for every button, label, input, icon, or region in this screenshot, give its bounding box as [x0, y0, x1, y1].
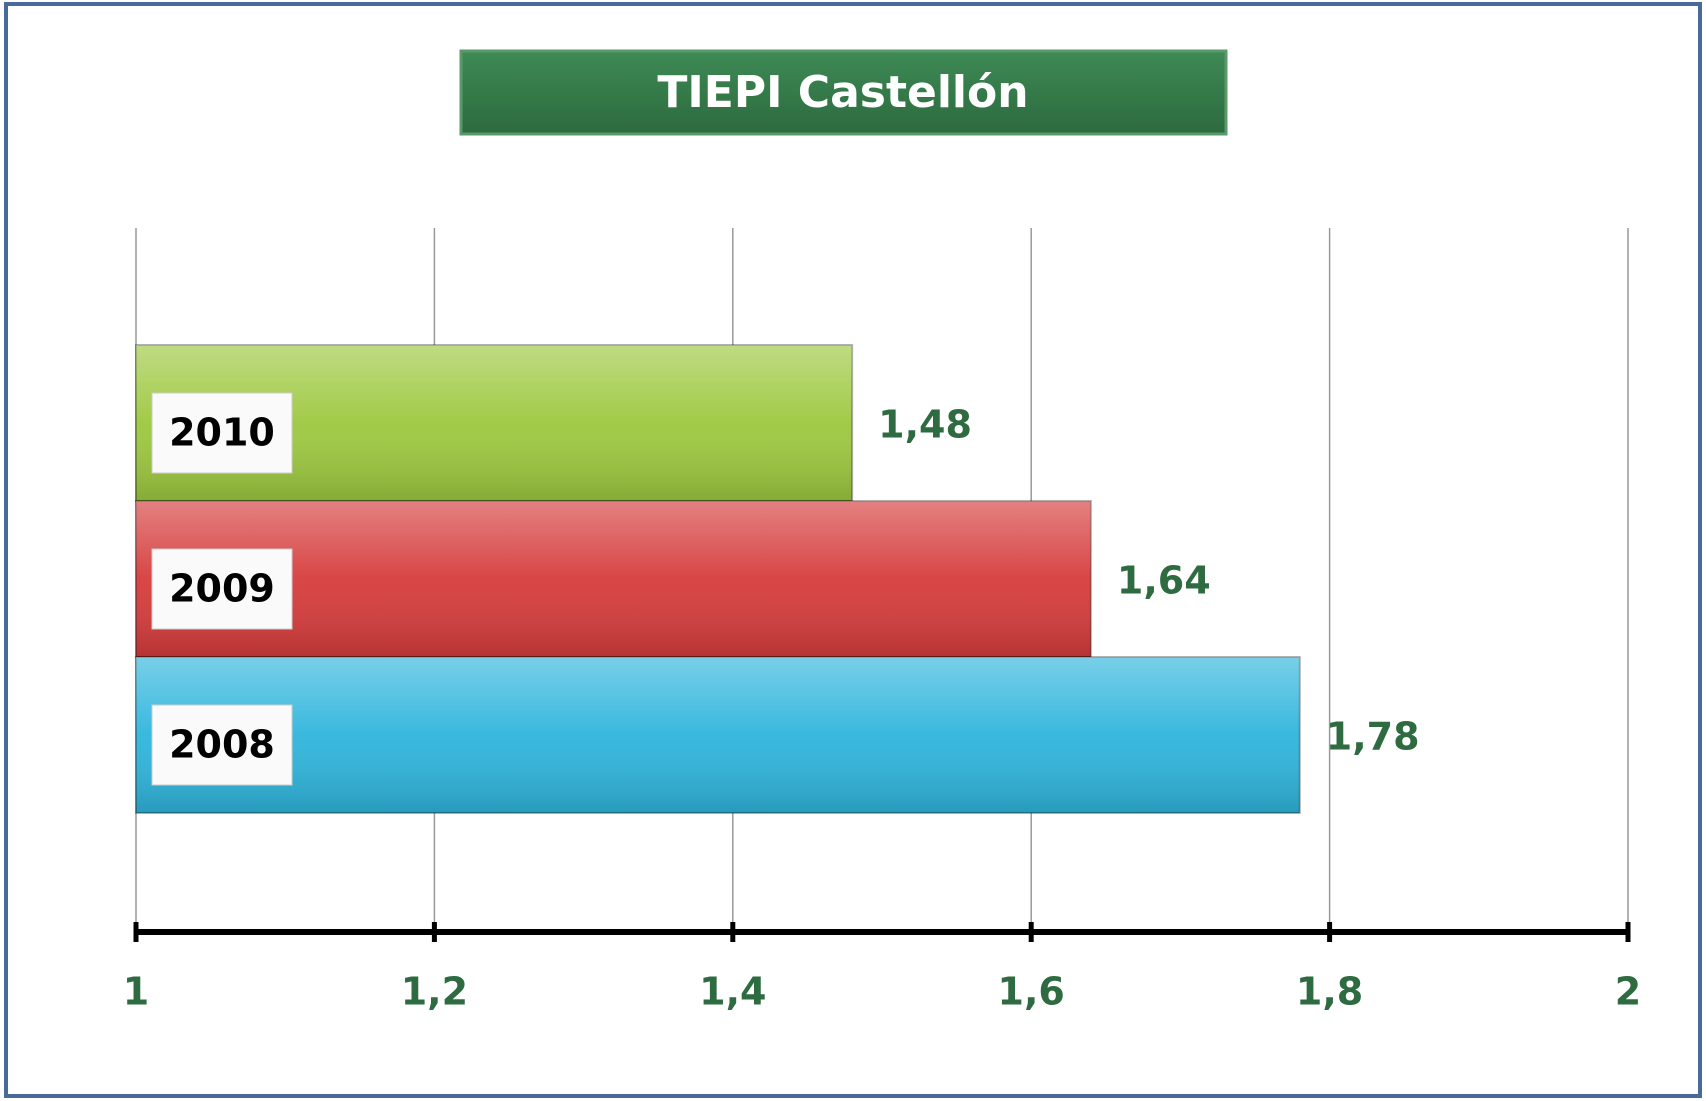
- value-label: 1,78: [1326, 715, 1420, 759]
- x-tick-label: 2: [1615, 970, 1641, 1014]
- category-label: 2009: [169, 567, 275, 611]
- x-tick-label: 1: [123, 970, 149, 1014]
- bar-gloss: [136, 501, 1091, 657]
- category-label: 2008: [169, 723, 275, 767]
- x-tick-label: 1,6: [998, 970, 1065, 1014]
- category-box: [151, 548, 293, 630]
- category-box: [151, 392, 293, 474]
- title-box: [459, 49, 1228, 136]
- category-label: 2010: [169, 411, 275, 455]
- x-tick-label: 1,4: [699, 970, 766, 1014]
- value-label: 1,64: [1117, 559, 1211, 603]
- value-label: 1,48: [878, 403, 972, 447]
- chart-title: TIEPI Castellón: [657, 67, 1028, 118]
- x-tick-label: 1,8: [1296, 970, 1363, 1014]
- x-tick-label: 1,2: [401, 970, 468, 1014]
- bar-gloss: [136, 657, 1300, 813]
- category-box: [151, 704, 293, 786]
